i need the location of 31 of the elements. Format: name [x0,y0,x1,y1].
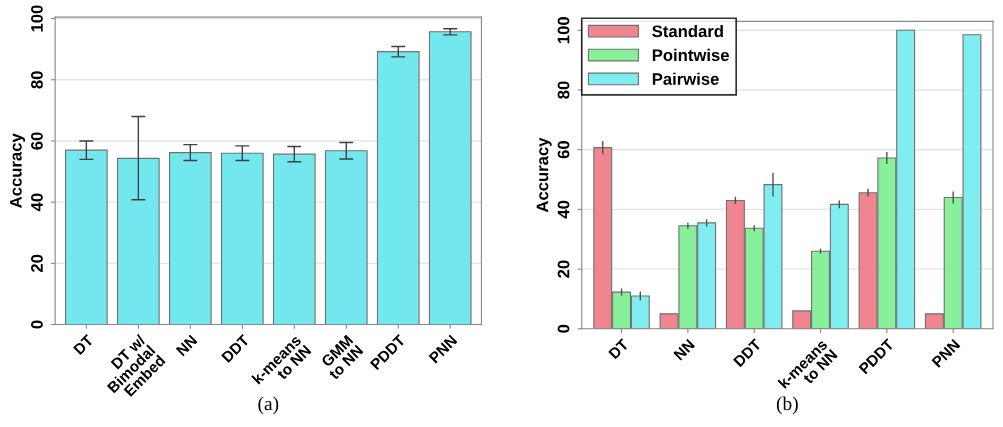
y-tick-label: 100 [31,5,43,32]
x-tick-label: DT [608,338,630,360]
y-tick-label: 0 [31,320,43,329]
y-tick-label: 20 [557,260,570,278]
bar [428,31,472,325]
y-tick-label: 20 [31,254,43,273]
y-tick-label: 60 [31,132,43,150]
bar [220,152,264,325]
bar [272,153,316,325]
y-tick-label: 40 [31,193,43,212]
legend-label: Pointwise [652,48,729,62]
bar [168,152,212,325]
x-tick-label: NN [673,338,695,361]
legend-label: Pairwise [652,72,719,85]
text: (a) [258,396,279,415]
y-axis-title: Accuracy [10,133,26,208]
bar [65,149,108,325]
bar [376,51,420,325]
y-axis-title: Accuracy [536,137,552,213]
bar [116,157,160,325]
legend-label: Standard [652,24,723,38]
y-tick-label: 80 [31,71,43,89]
bar [324,150,368,325]
y-tick-label: 0 [557,324,570,333]
y-tick-label: 80 [557,81,570,99]
x-tick-label: DT [73,334,95,356]
y-tick-label: 100 [557,17,570,44]
text: (b) [776,396,798,415]
y-tick-label: 60 [557,141,570,159]
x-tick-label: NN [175,334,198,357]
y-tick-label: 40 [557,200,570,219]
